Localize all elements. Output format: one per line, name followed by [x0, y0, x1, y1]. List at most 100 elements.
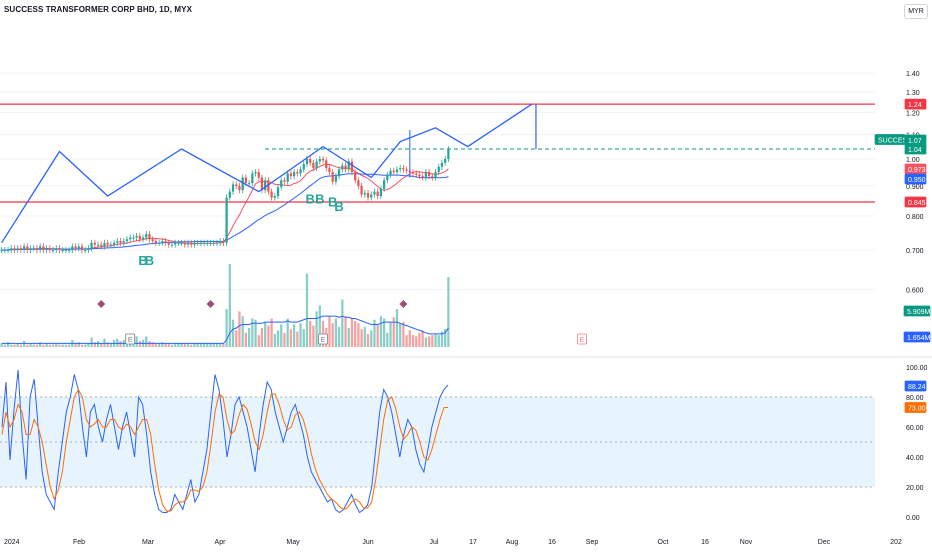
candle [402, 165, 405, 173]
candle [235, 181, 238, 189]
stoch-d-line [1, 388, 448, 512]
volume-bar [231, 319, 235, 347]
candle [125, 236, 129, 245]
chart-title: SUCCESS TRANSFORMER CORP BHD, 1D, MYX [4, 5, 193, 14]
volume-bar [222, 343, 225, 347]
dividend-diamond-marker[interactable] [399, 300, 408, 308]
volume-bar [16, 343, 19, 347]
volume-bar [360, 329, 363, 347]
volume-bar [267, 325, 270, 347]
volume-bar [402, 322, 405, 347]
volume-bar [270, 318, 273, 347]
time-tick-label: Dec [818, 539, 831, 546]
volume-bar [302, 329, 305, 347]
price-label-dashed: 1.04 [904, 143, 927, 155]
volume-bar [315, 311, 318, 347]
price-tick-label: 0.800 [906, 214, 924, 221]
currency-button[interactable]: MYR [904, 4, 928, 19]
candle [45, 245, 48, 254]
volume-bar [29, 343, 32, 347]
price-label-last: 1.07 [904, 134, 927, 146]
earnings-marker[interactable]: E [318, 333, 328, 345]
grid-layer [0, 72, 932, 358]
candle [161, 238, 164, 246]
earnings-marker[interactable]: E [125, 333, 136, 345]
dividend-diamond-marker[interactable] [97, 300, 106, 308]
candle [22, 243, 26, 254]
candle [405, 166, 408, 174]
price-tick-label: 1.30 [906, 90, 920, 97]
candle [103, 239, 106, 250]
volume-bar [389, 322, 392, 347]
volume-bar [212, 343, 215, 347]
candle [135, 232, 138, 241]
volume-bar [154, 343, 158, 347]
svg-text:E: E [128, 337, 133, 344]
volume-bar [58, 344, 61, 347]
candle [39, 243, 42, 254]
buy-signal-marker: B [334, 199, 343, 214]
candles [0, 145, 450, 254]
time-axis: 2024 Feb Mar Apr May Jun Jul 17 Aug 16 Sep Oct 16 Nov… [4, 539, 902, 546]
candle [219, 238, 222, 246]
candle [392, 167, 395, 176]
candle [270, 188, 273, 201]
candle [334, 173, 338, 185]
candle [257, 169, 260, 181]
svg-text:0.950: 0.950 [908, 177, 926, 184]
volume-bar [395, 309, 399, 347]
stochastic-band [0, 396, 875, 488]
candle [360, 182, 363, 198]
candle [71, 243, 74, 254]
candle [238, 182, 241, 194]
volume-bar [247, 328, 251, 347]
price-tick-label: 1.40 [906, 71, 920, 78]
stoch-tick-label: 100.00 [906, 365, 928, 372]
volume-bar [215, 343, 219, 347]
volume-bar [100, 343, 103, 347]
dividend-diamond-marker[interactable] [206, 300, 215, 308]
candle [80, 243, 84, 254]
candle [199, 239, 203, 246]
volume-bar [354, 320, 357, 347]
volume-bar [13, 344, 16, 347]
volume-bar [444, 329, 447, 347]
volume-bar [183, 343, 186, 347]
volume-bar [80, 344, 84, 347]
candle [67, 246, 71, 254]
candle [350, 158, 354, 176]
candle [427, 169, 431, 180]
volume-bar [32, 344, 35, 347]
ma-fast-line [1, 163, 449, 251]
volume-bar [347, 328, 350, 347]
volume-bar [431, 335, 434, 347]
price-label-ma_fast: 0.973 [904, 163, 927, 175]
earnings-marker[interactable]: E [577, 333, 587, 345]
candle [321, 155, 325, 164]
candle [299, 166, 302, 177]
wave-projection[interactable] [1, 103, 533, 244]
volume-bar [241, 316, 244, 347]
svg-text:0.973: 0.973 [908, 167, 926, 174]
svg-text:1.654M: 1.654M [907, 335, 931, 342]
volume-bar [67, 344, 71, 347]
candle [87, 245, 90, 254]
svg-text:E: E [321, 337, 326, 344]
time-tick-label: 16 [548, 539, 556, 546]
candle [206, 239, 209, 246]
price-tick-label: 1.00 [906, 157, 920, 164]
candle [10, 245, 13, 254]
volume-bar [373, 319, 376, 347]
horizontal-lines [0, 103, 875, 203]
volume-bar [10, 344, 13, 347]
volume-bar [148, 341, 151, 347]
volume-bar [254, 319, 257, 347]
candle [241, 174, 244, 194]
volume-bar [399, 323, 402, 347]
time-tick-label: Sep [586, 539, 599, 546]
volume-bar [228, 263, 231, 347]
volume-bar [392, 317, 395, 347]
candle [273, 192, 276, 201]
